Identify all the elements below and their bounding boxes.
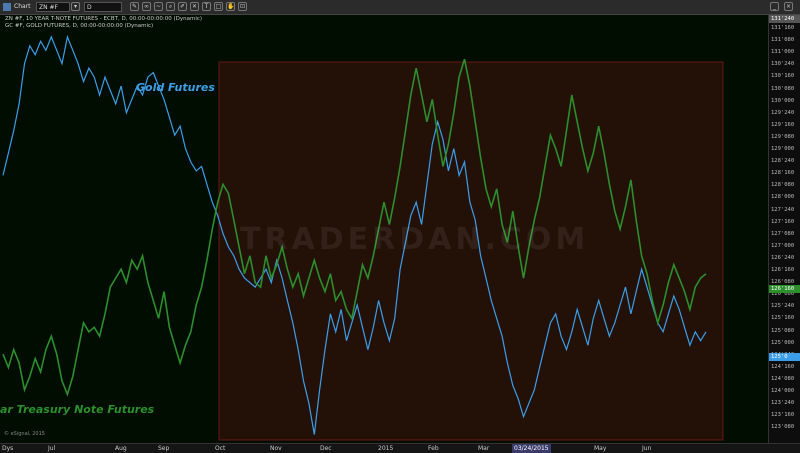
month-tick: Jun: [642, 445, 652, 452]
price-tick: 124'160: [771, 363, 795, 370]
interval-input[interactable]: D: [84, 2, 122, 12]
price-tick: 131'000: [771, 49, 795, 56]
price-tick: 127'160: [771, 218, 795, 225]
price-tick: 130'000: [771, 97, 795, 104]
month-tick: Nov: [270, 445, 282, 452]
price-tick: 131'080: [771, 37, 795, 44]
price-axis[interactable]: 131'240 131'160 131'080 131'000 130'240 130'…: [768, 15, 800, 443]
price-tick: 127'080: [771, 230, 795, 237]
gold-series-line: [2, 58, 707, 397]
price-tick: 129'240: [771, 109, 795, 116]
top-price-badge: 131'240: [769, 15, 800, 23]
legend-gold: GC #F, GOLD FUTURES, D, 00:00-00:00:00 (…: [5, 23, 154, 29]
treasury-futures-label: ar Treasury Note Futures: [0, 403, 155, 416]
text-icon[interactable]: T: [202, 2, 211, 11]
month-tick: Feb: [428, 445, 439, 452]
minimize-icon[interactable]: _: [770, 2, 779, 11]
price-tick: 127'000: [771, 242, 795, 249]
treasury-price-badge: 125'0: [769, 353, 800, 361]
price-tick: 125'240: [771, 303, 795, 310]
legend-treasury: ZN #F, 10 YEAR T-NOTE FUTURES - ECBT, D,…: [5, 16, 203, 22]
chart-panel[interactable]: ZN #F, 10 YEAR T-NOTE FUTURES - ECBT, D,…: [0, 15, 768, 443]
price-tick: 125'080: [771, 327, 795, 334]
tools-icon[interactable]: ✕: [190, 2, 199, 11]
price-tick: 129'000: [771, 146, 795, 152]
date-axis[interactable]: Dys JulAugSepOctNovDec2015FebMarAprMayJu…: [0, 443, 800, 453]
treasury-series-line: [2, 34, 707, 435]
gold-price-badge: 126'160: [769, 285, 800, 293]
month-tick: Oct: [215, 445, 226, 452]
chart-tab-label[interactable]: Chart: [14, 3, 31, 10]
price-tick: 126'080: [771, 279, 795, 286]
watermark: TRADERDAN.COM: [240, 222, 590, 257]
symbol-input[interactable]: ZN #F: [36, 2, 70, 12]
price-tick: 128'160: [771, 170, 795, 177]
price-tick: 125'000: [771, 339, 795, 346]
price-tick: 129'160: [771, 121, 795, 128]
price-tick: 126'240: [771, 254, 795, 261]
price-tick: 130'240: [771, 61, 795, 68]
box-icon[interactable]: □: [214, 2, 223, 11]
window-icon: [3, 3, 11, 11]
price-tick: 125'160: [771, 315, 795, 322]
month-tick: 2015: [378, 445, 394, 452]
hand-icon[interactable]: ✋: [226, 2, 235, 11]
price-tick: 129'080: [771, 133, 795, 140]
price-tick: 123'240: [771, 400, 795, 407]
link-icon[interactable]: ∞: [142, 2, 151, 11]
price-tick: 123'080: [771, 424, 795, 431]
month-tick: Mar: [478, 445, 490, 452]
zoom-icon[interactable]: ⌕: [166, 2, 175, 11]
month-tick: Jul: [48, 445, 56, 452]
price-tick: 128'000: [771, 194, 795, 201]
month-tick: Dec: [320, 445, 332, 452]
price-tick: 131'160: [771, 25, 795, 31]
price-tick: 130'080: [771, 85, 795, 92]
price-tick: 127'240: [771, 206, 795, 213]
price-tick: 130'160: [771, 73, 795, 80]
price-chart[interactable]: [0, 15, 768, 443]
price-tick: 126'160: [771, 267, 795, 273]
price-tick: 128'080: [771, 182, 795, 189]
dropdown-icon[interactable]: ▾: [71, 2, 80, 11]
price-tick: 128'240: [771, 158, 795, 165]
price-tick: 126'000: [771, 291, 795, 298]
close-icon[interactable]: ×: [784, 2, 793, 11]
period-label: Dys: [2, 445, 14, 452]
price-tick: 123'160: [771, 412, 795, 419]
price-tick: 124'080: [771, 375, 795, 382]
price-tick: 124'000: [771, 388, 795, 394]
month-tick: Sep: [158, 445, 170, 452]
curve-icon[interactable]: ~: [154, 2, 163, 11]
copyright: © eSignal, 2015: [4, 431, 45, 437]
month-tick: May: [594, 445, 607, 452]
highlight-date-badge: 03/24/2015: [512, 444, 551, 453]
pencil-icon[interactable]: ✎: [130, 2, 139, 11]
toolbar: Chart ZN #F ▾ D ✎ ∞ ~ ⌕ ✐ ✕ T □ ✋ ⊡ _ ×: [0, 0, 800, 15]
lock-icon[interactable]: ⊡: [238, 2, 247, 11]
draw-icon[interactable]: ✐: [178, 2, 187, 11]
gold-futures-label: Gold Futures: [136, 81, 215, 94]
month-tick: Aug: [115, 445, 127, 452]
